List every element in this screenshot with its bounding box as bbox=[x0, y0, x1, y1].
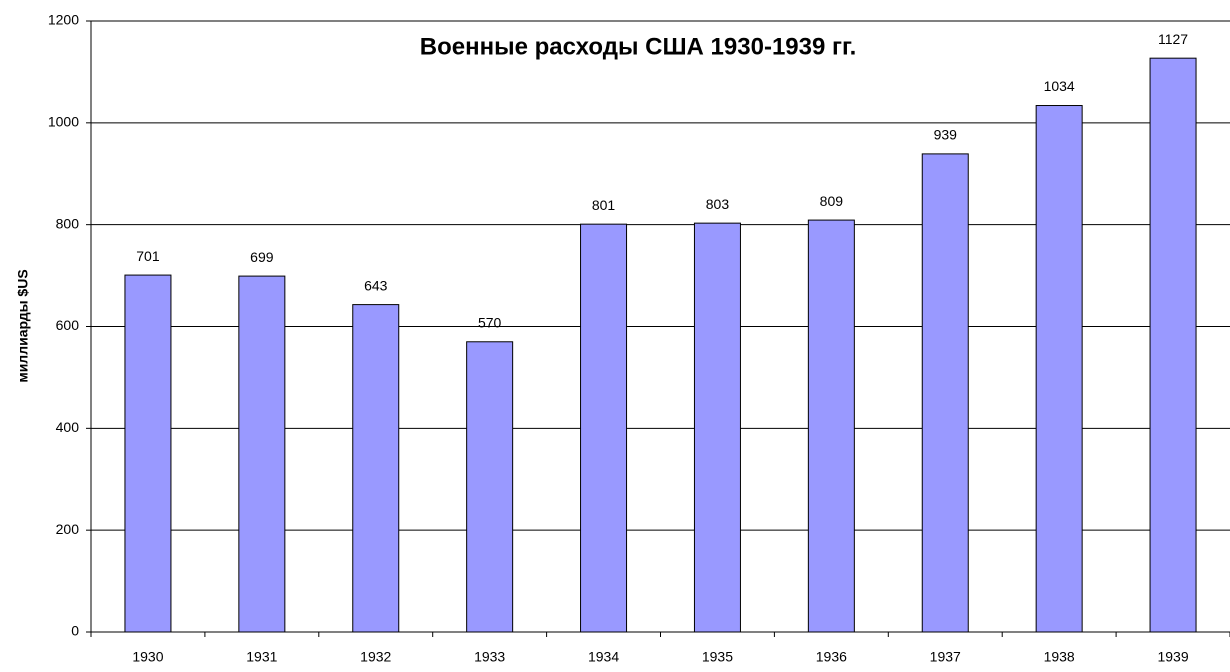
data-label: 801 bbox=[592, 197, 616, 213]
x-tick-label: 1931 bbox=[246, 649, 277, 665]
bar bbox=[124, 274, 172, 633]
bar bbox=[693, 222, 741, 633]
x-tick-label: 1939 bbox=[1157, 649, 1188, 665]
y-tick-label: 800 bbox=[56, 215, 80, 231]
bar bbox=[1035, 105, 1083, 633]
y-tick-label: 0 bbox=[71, 623, 79, 639]
x-tick-label: 1937 bbox=[930, 649, 961, 665]
y-tick-label: 200 bbox=[56, 521, 80, 537]
x-tick-label: 1936 bbox=[816, 649, 847, 665]
bar bbox=[238, 275, 286, 633]
y-tick-label: 600 bbox=[56, 317, 80, 333]
data-label: 699 bbox=[250, 249, 274, 265]
x-tick-label: 1933 bbox=[474, 649, 505, 665]
bar bbox=[352, 304, 400, 633]
data-label: 803 bbox=[706, 196, 730, 212]
chart-title: Военные расходы США 1930-1939 гг. bbox=[420, 33, 857, 60]
y-tick-label: 1000 bbox=[48, 114, 79, 130]
y-tick-label: 400 bbox=[56, 419, 80, 435]
data-label: 570 bbox=[478, 314, 502, 330]
bar bbox=[807, 219, 855, 633]
data-label: 643 bbox=[364, 277, 388, 293]
data-label: 701 bbox=[136, 248, 160, 264]
x-tick-label: 1932 bbox=[360, 649, 391, 665]
data-label: 809 bbox=[820, 193, 844, 209]
data-label: 1034 bbox=[1044, 78, 1075, 94]
x-tick-label: 1938 bbox=[1044, 649, 1075, 665]
data-label: 939 bbox=[934, 127, 958, 143]
x-tick-label: 1930 bbox=[132, 649, 163, 665]
x-tick-label: 1934 bbox=[588, 649, 619, 665]
bar bbox=[921, 153, 969, 633]
data-label: 1127 bbox=[1158, 31, 1188, 47]
bar bbox=[1149, 57, 1197, 633]
bar bbox=[466, 341, 514, 633]
x-tick-label: 1935 bbox=[702, 649, 733, 665]
bar bbox=[580, 223, 628, 633]
y-tick-label: 1200 bbox=[48, 12, 79, 28]
y-axis-title: миллиарды $US bbox=[15, 269, 31, 382]
